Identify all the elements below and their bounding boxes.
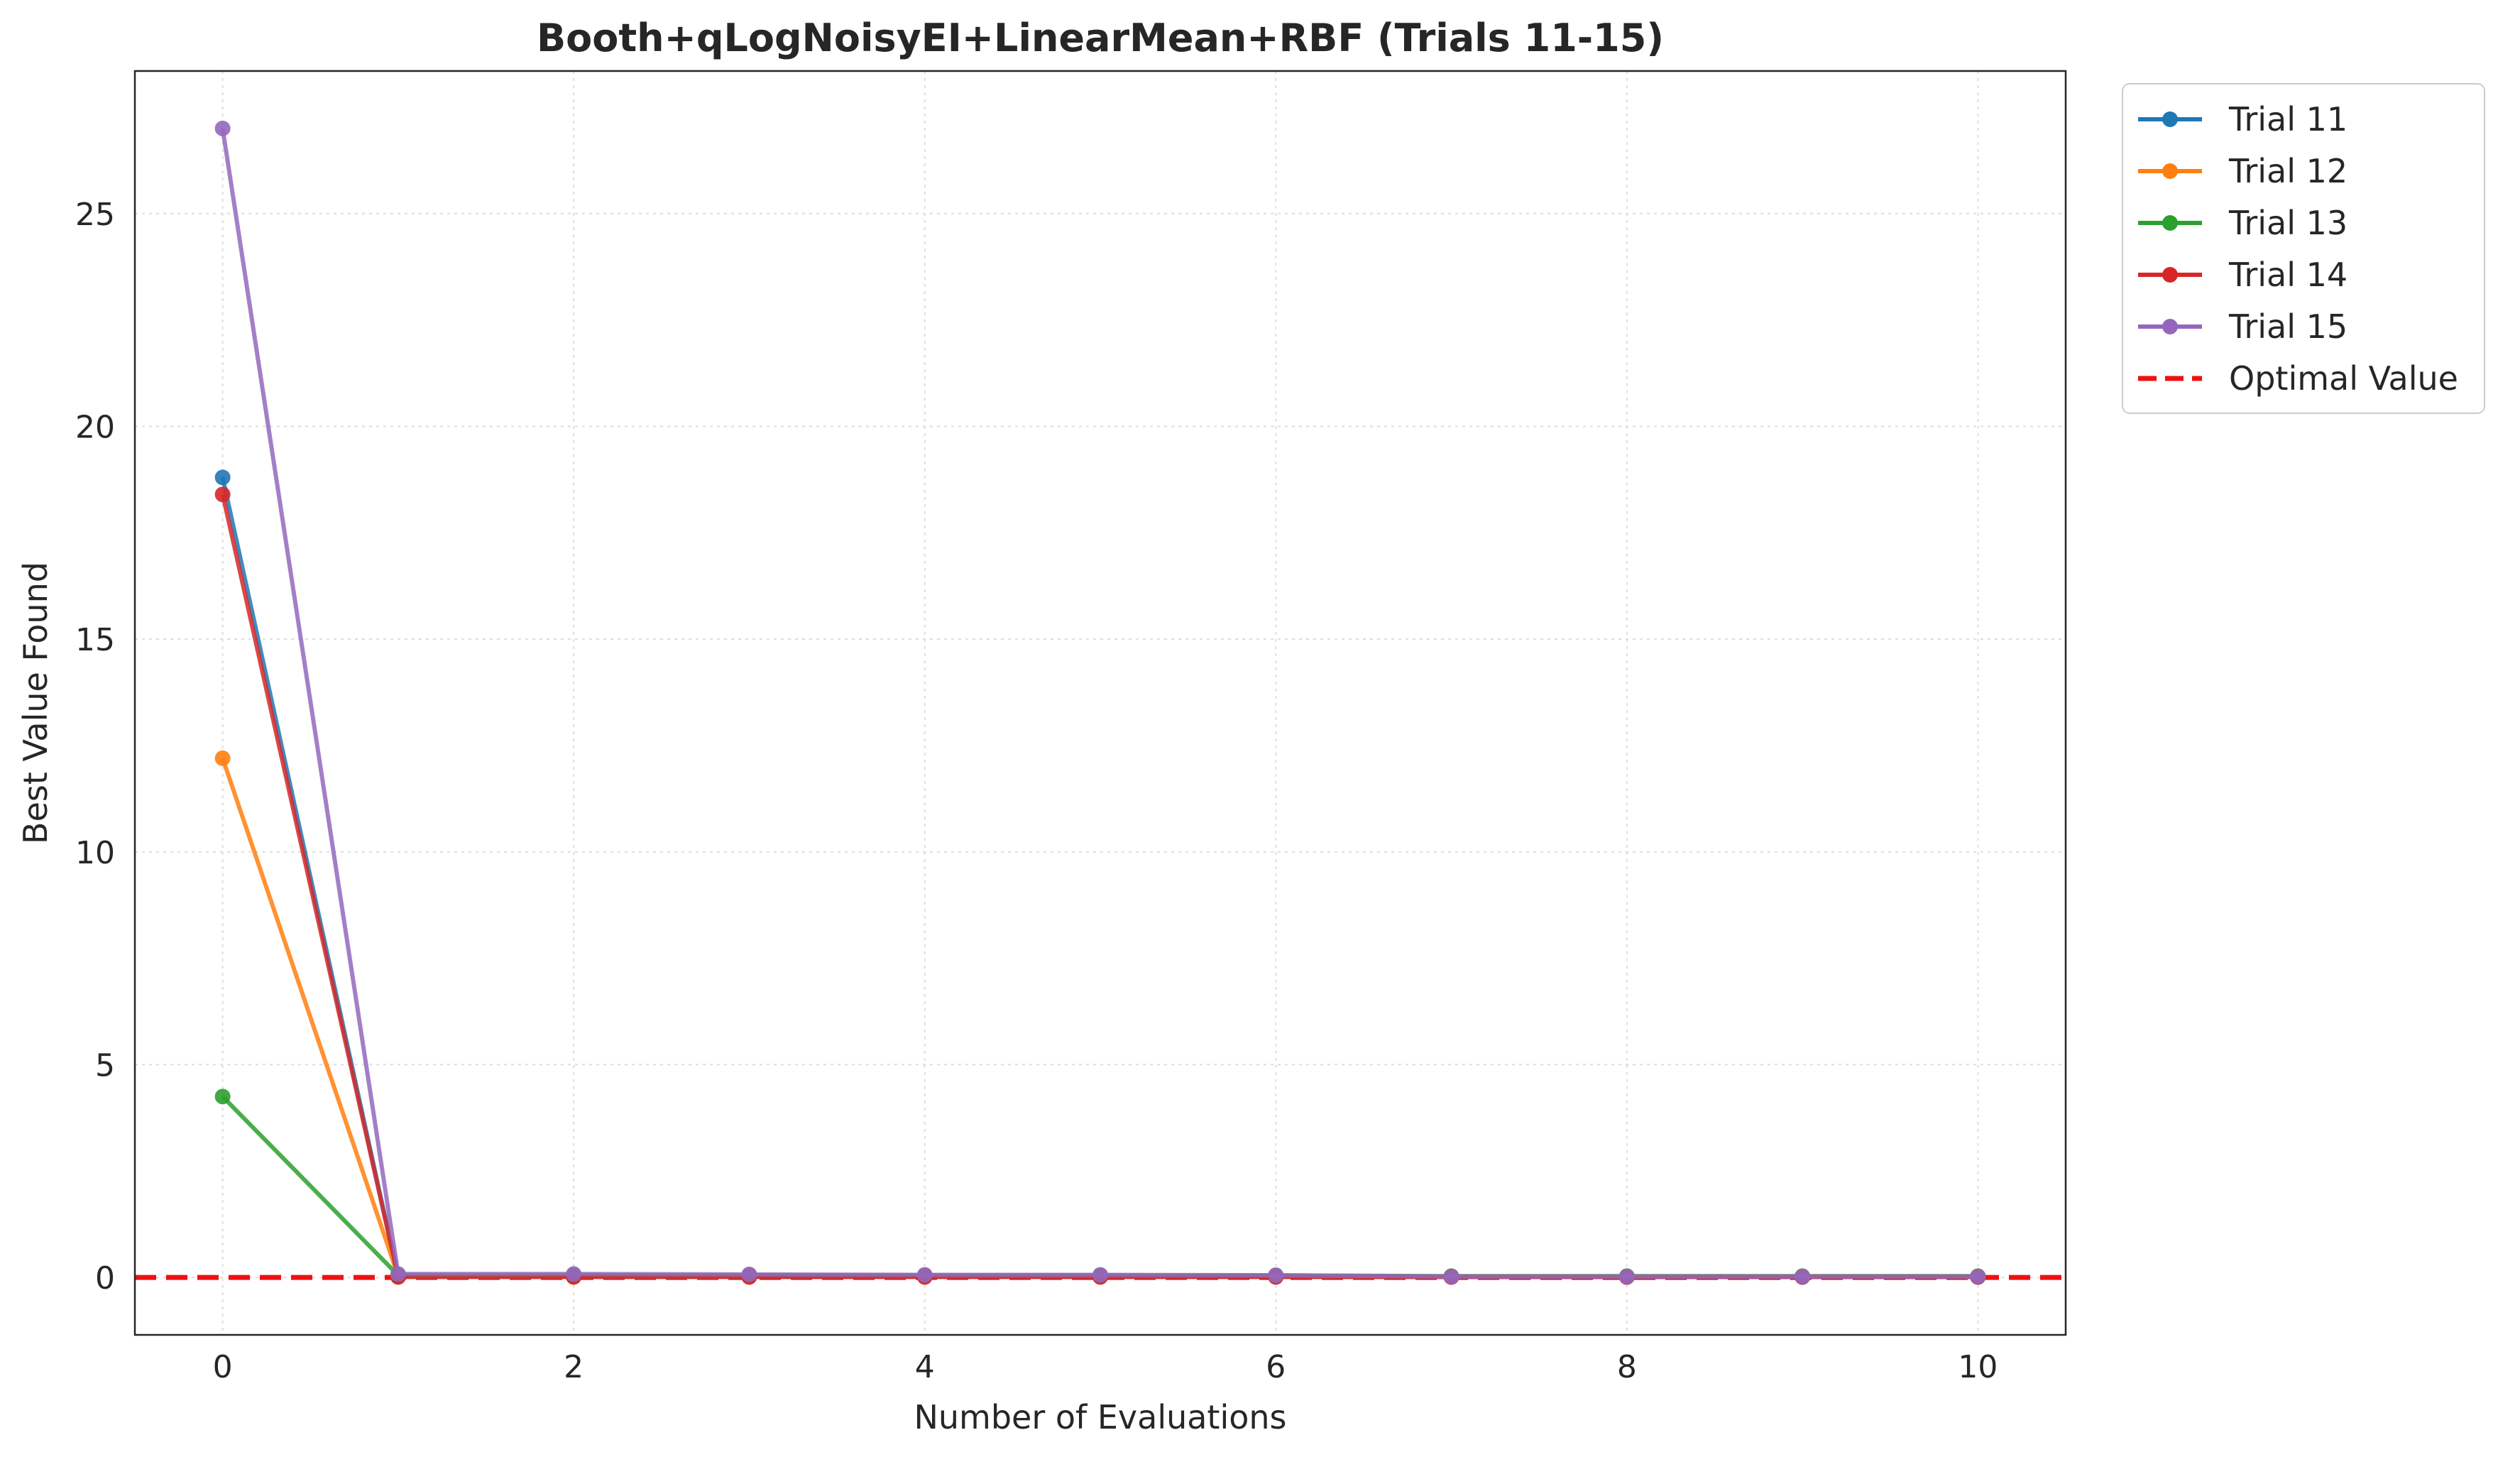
legend-item: Trial 11	[2138, 100, 2348, 138]
legend-marker	[2162, 319, 2178, 334]
legend-label: Optimal Value	[2229, 359, 2458, 398]
legend-marker	[2162, 111, 2178, 127]
data-point	[214, 486, 231, 503]
legend-item: Trial 15	[2138, 307, 2348, 346]
y-tick-label: 20	[75, 409, 115, 445]
series-1	[214, 469, 1986, 1285]
series-line	[220, 757, 1978, 1279]
series-5	[214, 120, 1986, 1284]
data-point	[214, 120, 231, 136]
x-tick-label: 6	[1266, 1349, 1286, 1385]
series-line	[220, 128, 1978, 1279]
grid	[135, 71, 2066, 1335]
data-point	[214, 1088, 231, 1105]
data-point	[916, 1267, 933, 1283]
series-layer	[214, 120, 1986, 1285]
x-tick-label: 4	[915, 1349, 935, 1385]
data-point	[1443, 1268, 1459, 1284]
series-line	[220, 493, 1978, 1279]
data-point	[1092, 1267, 1108, 1283]
legend-marker	[2162, 267, 2178, 283]
legend-item: Trial 13	[2138, 204, 2348, 242]
data-point	[1268, 1267, 1284, 1284]
data-point	[1795, 1268, 1811, 1284]
data-point	[566, 1266, 582, 1282]
y-tick-label: 10	[75, 835, 115, 871]
y-tick-label: 0	[95, 1260, 115, 1297]
legend-item: Trial 12	[2138, 152, 2348, 190]
y-axis-label: Best Value Found	[16, 562, 55, 844]
data-point	[1618, 1268, 1635, 1284]
series-2	[214, 750, 1986, 1284]
data-point	[390, 1266, 406, 1282]
x-tick-label: 2	[564, 1349, 584, 1385]
legend: Trial 11 Trial 12 Trial 13 Trial 14 Trial 15…	[2122, 83, 2485, 414]
series-4	[214, 486, 1986, 1285]
legend-marker	[2162, 215, 2178, 231]
legend-label: Trial 14	[2228, 256, 2348, 294]
axis-ticks: 0 2 4 6 8 10 0 5 10 15 20 25	[75, 197, 1998, 1385]
legend-label: Trial 11	[2228, 100, 2348, 138]
legend-label: Trial 12	[2228, 152, 2348, 190]
series-line	[221, 1095, 1978, 1279]
data-point	[214, 469, 231, 486]
legend-marker	[2162, 163, 2178, 179]
legend-label: Trial 13	[2228, 204, 2348, 242]
data-point	[1970, 1268, 1986, 1284]
x-tick-label: 10	[1958, 1349, 1998, 1385]
plot-area-frame	[133, 70, 2067, 1336]
x-tick-label: 8	[1617, 1349, 1637, 1385]
legend-item: Trial 14	[2138, 256, 2348, 294]
y-tick-label: 5	[95, 1047, 115, 1084]
x-axis-label: Number of Evaluations	[914, 1398, 1286, 1436]
x-tick-label: 0	[213, 1349, 233, 1385]
legend-item: Optimal Value	[2138, 359, 2458, 398]
legend-label: Trial 15	[2228, 307, 2348, 346]
data-point	[214, 750, 231, 766]
data-point	[741, 1266, 757, 1282]
chart-title: Booth+qLogNoisyEI+LinearMean+RBF (Trials…	[537, 16, 1664, 60]
y-tick-label: 25	[75, 197, 115, 233]
series-3	[214, 1088, 1986, 1284]
series-line	[220, 476, 1978, 1279]
legend-frame	[2122, 83, 2485, 414]
y-tick-label: 15	[75, 622, 115, 658]
